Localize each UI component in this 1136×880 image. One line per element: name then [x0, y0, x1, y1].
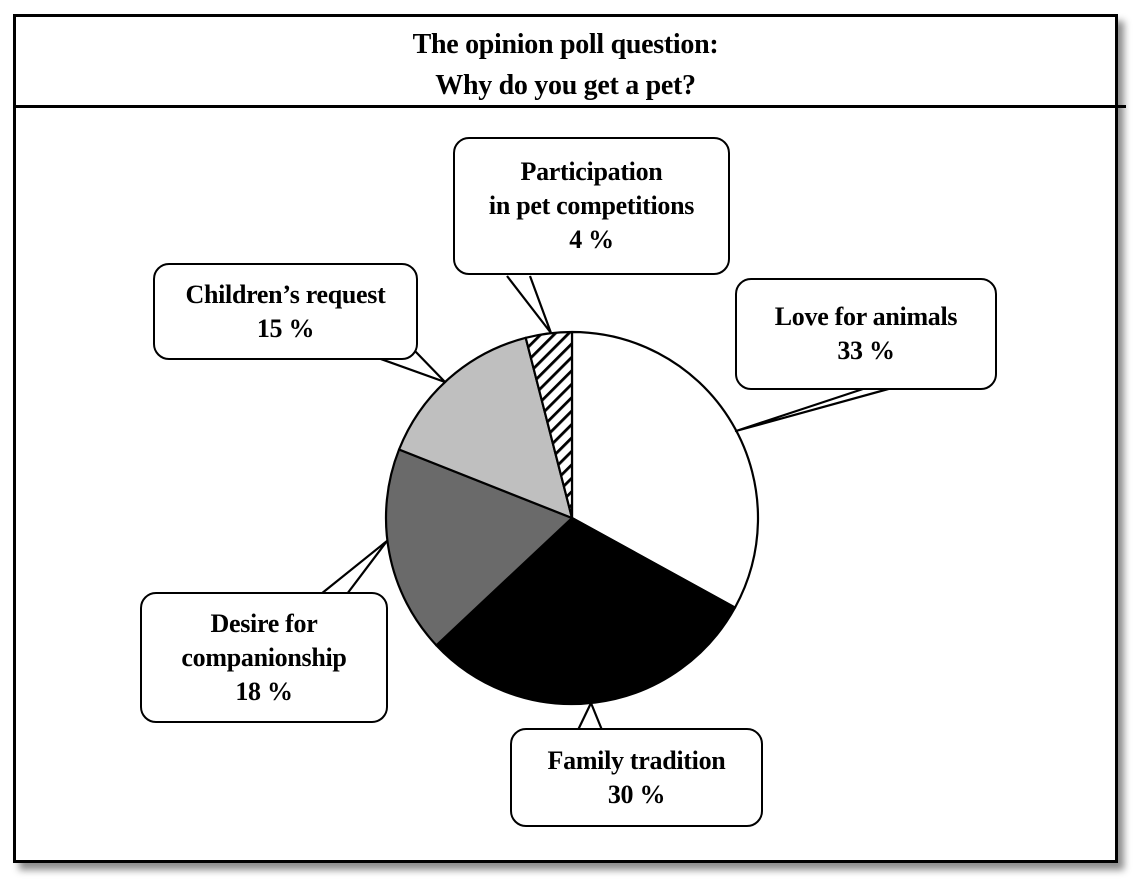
chart-title-line1: The opinion poll question: [412, 29, 719, 60]
callout-value: 33 % [837, 336, 895, 365]
callout-tails [320, 275, 893, 731]
pie-slice-participation-in-pet-competitions [524, 330, 574, 520]
callout-label: companionship [181, 642, 347, 672]
callout-value: 15 % [256, 313, 315, 343]
callout-label: Children’s request [185, 279, 386, 309]
callout-value: 4 % [569, 225, 614, 254]
chart-title: The opinion poll question: Why do you ge… [13, 24, 1118, 106]
title-separator-line [13, 105, 1126, 108]
pie-slice-love-for-animals [570, 330, 760, 609]
callout-label: Desire for [210, 608, 318, 638]
callout-label: Family tradition [547, 745, 726, 775]
pie-slice-desire-for-companionship [384, 448, 574, 647]
pie-slice-children-s-request [397, 336, 574, 520]
callout-family-tradition: Family tradition 30 % [510, 728, 763, 827]
callout-label: Participation [520, 157, 663, 186]
callout-tail-family [577, 701, 604, 731]
callout-value: 18 % [235, 676, 293, 706]
callout-label: Love for animals [774, 302, 958, 331]
pie-slice-family-tradition [435, 516, 737, 706]
callout-tail-desire [320, 539, 389, 595]
callout-participation: Participation in pet competitions 4 % [453, 137, 730, 275]
pie-chart [384, 330, 760, 706]
chart-title-line2: Why do you get a pet? [435, 70, 696, 101]
callout-desire-for-companionship: Desire for companionship 18 % [140, 592, 388, 723]
callout-tail-love [734, 386, 893, 433]
callout-label: in pet competitions [488, 191, 695, 220]
callout-value: 30 % [607, 779, 666, 809]
callout-tail-participation [506, 275, 553, 335]
callout-children-request: Children’s request 15 % [153, 263, 418, 360]
callout-love-for-animals: Love for animals 33 % [735, 278, 997, 390]
